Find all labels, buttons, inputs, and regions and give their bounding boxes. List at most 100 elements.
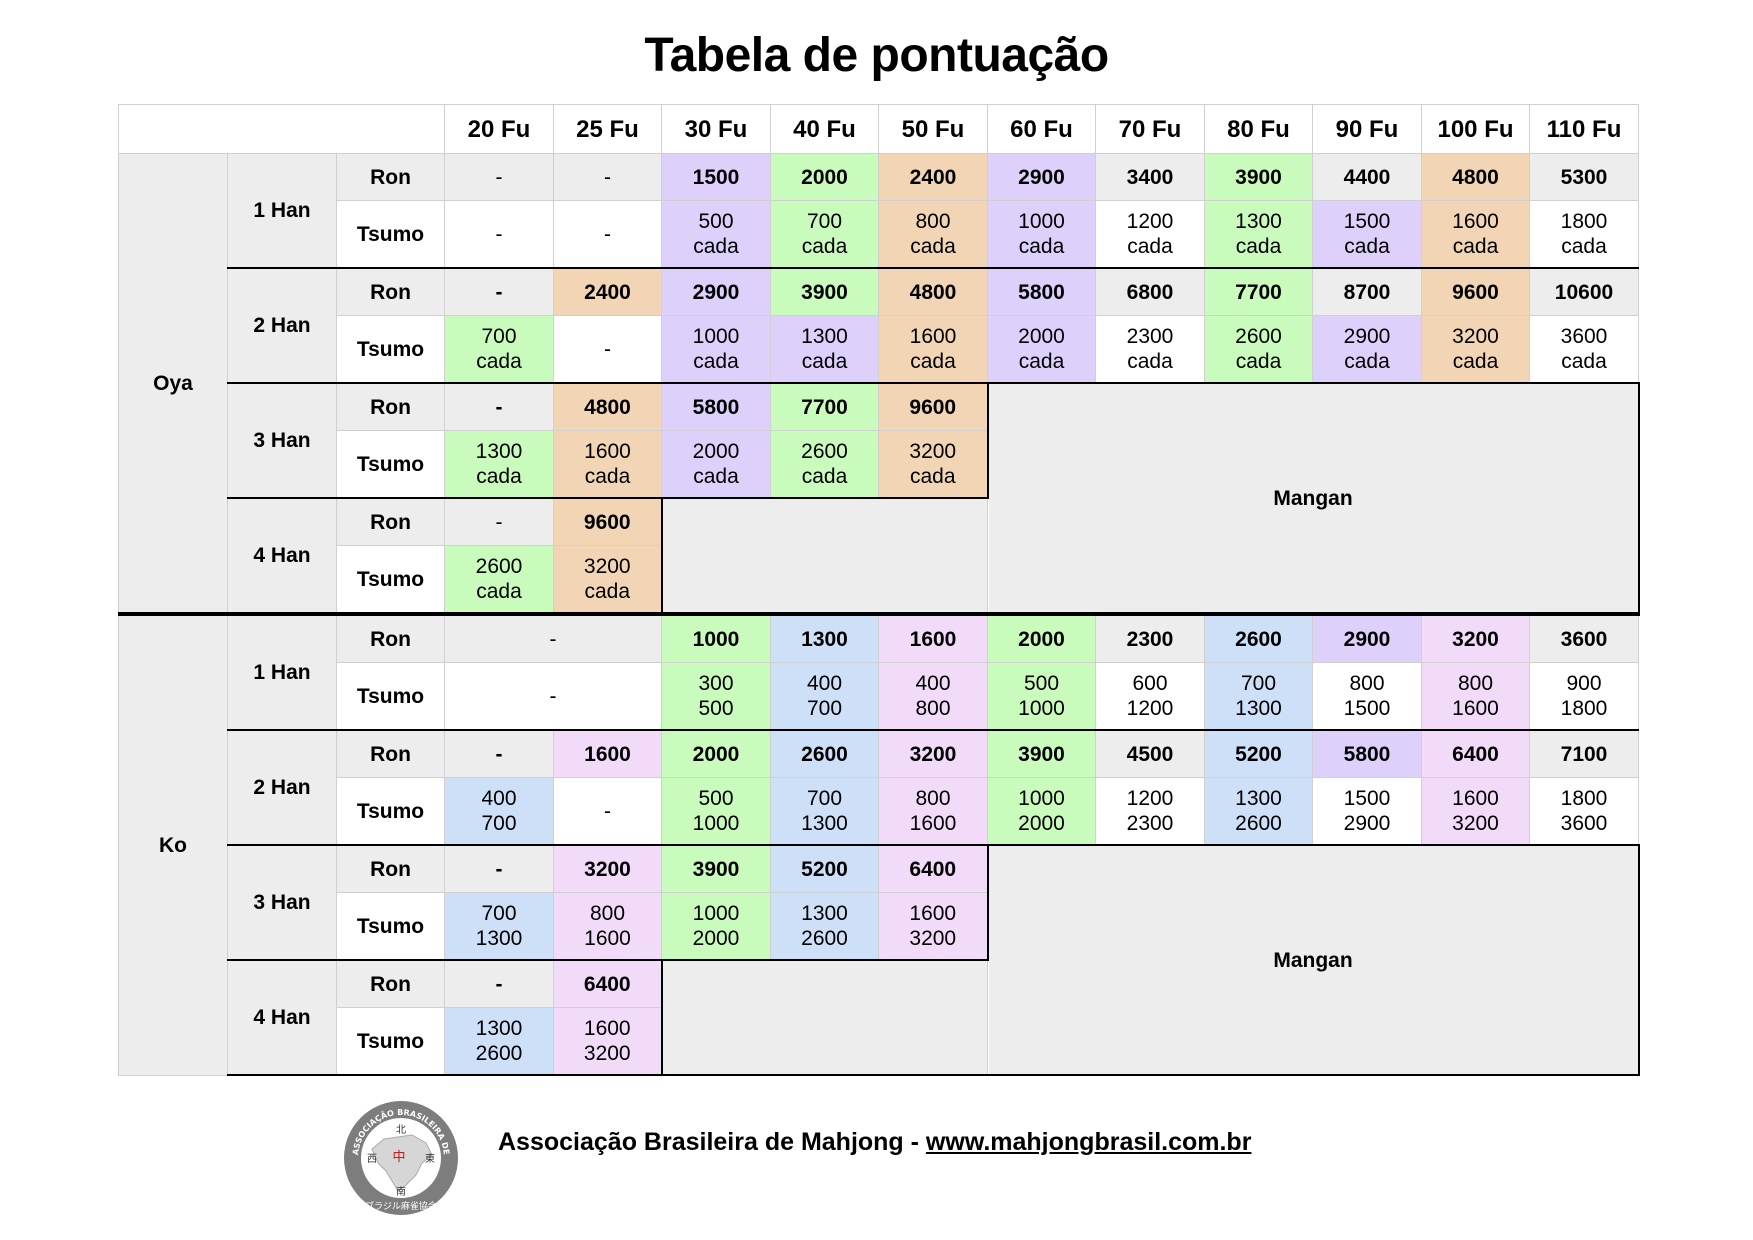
tsumo-label: Tsumo — [336, 545, 445, 615]
tsumo-value: 1800 cada — [1529, 200, 1639, 269]
tsumo-value-line: cada — [1127, 350, 1173, 373]
tsumo-value-line: 1300 — [475, 440, 523, 463]
ron-value-text: - — [495, 280, 503, 304]
tsumo-value-line: 2000 — [1018, 812, 1065, 835]
tsumo-value-line: - — [604, 799, 611, 823]
ron-value: 2400 — [553, 267, 662, 316]
ron-value-text: 3200 — [909, 742, 957, 766]
tsumo-value-line: 1200 — [1126, 210, 1174, 233]
tsumo-value-line: 2600 — [801, 440, 848, 463]
ron-value-text: 2300 — [1126, 627, 1174, 651]
tsumo-value: 500 cada — [661, 200, 771, 269]
fu-header-label: 60 Fu — [1010, 115, 1073, 143]
ron-value-text: 5800 — [1018, 280, 1065, 304]
ron-value-text: 2000 — [801, 165, 848, 189]
tsumo-value-line: cada — [693, 235, 739, 258]
tsumo-value-line: 3200 — [909, 927, 957, 950]
tsumo-value: 700 1300 — [444, 892, 554, 961]
tsumo-label-text: Tsumo — [356, 337, 425, 361]
ron-value: 4800 — [1421, 153, 1530, 201]
tsumo-value: 700 1300 — [1204, 662, 1313, 731]
tsumo-value-line: 2300 — [1126, 325, 1174, 348]
tsumo-value-line: 300 — [698, 672, 734, 695]
ron-value: 1300 — [770, 612, 879, 663]
tsumo-value: 1300 cada — [444, 430, 554, 499]
tsumo-value: 2600 cada — [1204, 315, 1313, 384]
tsumo-value: 3200 cada — [553, 545, 663, 615]
tsumo-value-line: 1000 — [1018, 787, 1065, 810]
tsumo-value: 1600 cada — [878, 315, 988, 384]
ron-value: 2000 — [661, 729, 771, 778]
tsumo-value-line: 700 — [1240, 672, 1277, 695]
tsumo-value-line: 700 — [481, 902, 517, 925]
ron-value-text: 3900 — [801, 280, 848, 304]
tsumo-value-line: 1300 — [475, 1017, 523, 1040]
tsumo-value-line: 800 — [1457, 672, 1494, 695]
ron-value-text: 1600 — [909, 627, 957, 651]
tsumo-value: 2300 cada — [1095, 315, 1205, 384]
tsumo-value-line: 1800 — [1560, 210, 1608, 233]
tsumo-value: 800 1600 — [1421, 662, 1530, 731]
tsumo-value-line: 2000 — [1018, 325, 1065, 348]
tsumo-value: 400 800 — [878, 662, 988, 731]
tsumo-label: Tsumo — [336, 200, 445, 269]
ron-value-text: 3600 — [1560, 627, 1608, 651]
tsumo-value-line: 3200 — [1452, 812, 1499, 835]
tsumo-value-line: 3200 — [1452, 325, 1499, 348]
tsumo-value: 1300 2600 — [770, 892, 879, 961]
tsumo-value-line: cada — [1127, 235, 1173, 258]
tsumo-value-line: cada — [1561, 235, 1607, 258]
ron-value-text: - — [495, 395, 503, 419]
tsumo-value-line: - — [549, 684, 557, 708]
tsumo-value-line: 800 — [915, 787, 951, 810]
ron-value-text: 7100 — [1560, 742, 1608, 766]
ron-value: 5800 — [987, 267, 1096, 316]
ron-value-text: 5800 — [1343, 742, 1391, 766]
ron-value: 8700 — [1312, 267, 1422, 316]
ron-label: Ron — [336, 382, 445, 431]
tsumo-value-line: 2900 — [1343, 325, 1391, 348]
website-link[interactable]: www.mahjongbrasil.com.br — [925, 1128, 1252, 1156]
seal-wind-south: 南 — [396, 1185, 406, 1198]
tsumo-value-line: cada — [1235, 235, 1282, 258]
tsumo-value-line: 2600 — [1235, 325, 1282, 348]
tsumo-value: 2000 cada — [987, 315, 1096, 384]
ron-value-text: 3200 — [1452, 627, 1499, 651]
mangan-label: Mangan — [1273, 486, 1353, 510]
ron-value-text: 5200 — [801, 857, 848, 881]
ron-value: 2900 — [987, 153, 1096, 201]
tsumo-value-line: 2600 — [1235, 812, 1282, 835]
tsumo-value-line: 3600 — [1560, 812, 1608, 835]
fu-header: 50 Fu — [878, 104, 988, 154]
ron-value: 3900 — [1204, 153, 1313, 201]
ron-value: 5200 — [770, 844, 879, 893]
tsumo-value-line: cada — [801, 235, 848, 258]
tsumo-value: 2600 cada — [770, 430, 879, 499]
ron-value: 1500 — [661, 153, 771, 201]
tsumo-value-line: cada — [1561, 350, 1607, 373]
ron-value: 3900 — [770, 267, 879, 316]
tsumo-label-text: Tsumo — [356, 684, 425, 708]
ron-value-text: - — [495, 165, 503, 189]
ron-label: Ron — [336, 729, 445, 778]
ron-value-text: 6800 — [1126, 280, 1174, 304]
tsumo-value-line: 400 — [915, 672, 951, 695]
tsumo-value-line: 1300 — [475, 927, 523, 950]
tsumo-value: - — [553, 315, 662, 384]
tsumo-value: 1600 cada — [1421, 200, 1530, 269]
tsumo-value-line: 400 — [481, 787, 517, 810]
ron-value: 2900 — [1312, 612, 1422, 663]
ron-value: 2400 — [878, 153, 988, 201]
ron-value: 7700 — [1204, 267, 1313, 316]
ron-value-text: - — [604, 165, 611, 189]
ron-value: 5800 — [661, 382, 771, 431]
ron-value: 9600 — [1421, 267, 1530, 316]
han-label: 2 Han — [227, 729, 337, 846]
tsumo-value: 500 1000 — [987, 662, 1096, 731]
ron-value: - — [444, 959, 554, 1008]
fu-header: 25 Fu — [553, 104, 662, 154]
fu-header-label: 90 Fu — [1335, 115, 1399, 143]
tsumo-value-line: 1600 — [584, 440, 631, 463]
tsumo-value-line: 1300 — [801, 902, 848, 925]
ron-value: - — [444, 267, 554, 316]
